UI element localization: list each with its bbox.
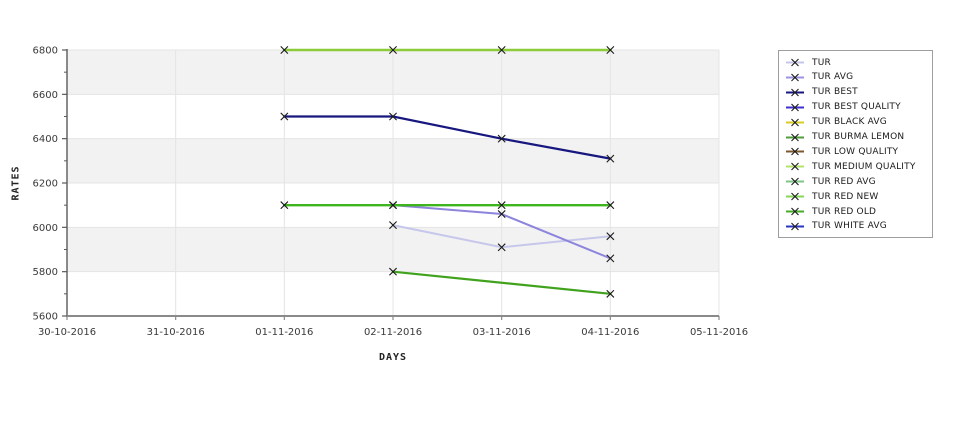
legend-item-tur: TUR [785,56,925,69]
data-point-x-marker [280,201,289,210]
y-tick-label: 6800 [33,46,58,57]
y-tick-label: 6600 [33,90,58,101]
x-tick-label: 03-11-2016 [473,327,531,338]
legend-item-label: TUR LOW QUALITY [812,146,899,157]
data-point-x-marker [497,134,506,143]
y-tick-label: 5800 [33,267,58,278]
data-point-x-marker [497,46,506,54]
legend-item-label: TUR BEST [812,87,858,98]
legend-x-marker-icon [786,88,804,97]
legend-item-label: TUR [812,57,831,68]
legend-item-tur-best: TUR BEST [785,86,925,99]
legend-x-marker-icon [786,207,804,216]
data-point-x-marker [280,46,289,54]
legend-item-label: TUR AVG [812,72,854,83]
series-line-tur-burma-lemon [391,270,612,295]
legend-x-marker-icon [786,118,804,127]
legend-item-label: TUR BEST QUALITY [812,102,901,113]
legend-x-marker-icon [786,73,804,82]
legend-item-label: TUR RED NEW [812,191,879,202]
y-tick-label: 6000 [33,223,58,234]
legend-item-tur-red-avg: TUR RED AVG [785,175,925,188]
series-line-tur-best [283,115,612,160]
legend-x-marker-icon [786,222,804,231]
data-point-x-marker [280,112,289,121]
legend-item-tur-black-avg: TUR BLACK AVG [785,116,925,129]
legend-x-marker-icon [786,192,804,201]
legend-x-marker-icon [786,133,804,141]
legend-box: TUR TUR AVG TUR BEST TUR BEST QUALITY TUR BL… [778,50,933,238]
legend-item-tur-white-avg: TUR WHITE AVG [785,220,925,233]
data-point-x-marker [389,201,397,210]
data-point-x-marker [389,221,397,230]
data-point-x-marker [389,112,397,121]
y-tick-label: 6400 [33,134,58,145]
data-point-x-marker [497,201,506,210]
legend-x-marker-icon [786,58,804,67]
x-tick-label: 05-11-2016 [690,327,748,338]
data-point-x-marker [606,201,615,210]
data-point-x-marker [606,232,615,241]
x-tick-label: 31-10-2016 [147,327,205,338]
legend-item-label: TUR RED OLD [812,206,877,217]
y-tick-label: 6200 [33,179,58,190]
legend-item-label: TUR BLACK AVG [812,117,887,128]
x-tick-label: 04-11-2016 [581,327,639,338]
x-tick-label: 30-10-2016 [38,327,96,338]
data-point-x-marker [497,210,506,219]
y-axis-title: RATES [10,165,22,201]
legend-item-label: TUR BURMA LEMON [812,132,905,143]
legend-x-marker-icon [786,177,804,186]
data-point-x-marker [606,254,615,263]
y-tick-label: 5600 [33,312,58,323]
legend-item-tur-low-quality: TUR LOW QUALITY [785,145,925,158]
legend-item-tur-burma-lemon: TUR BURMA LEMON [785,131,925,144]
legend-x-marker-icon [786,103,804,112]
data-point-x-marker [389,46,397,54]
legend-item-tur-medium-quality: TUR MEDIUM QUALITY [785,160,925,173]
legend-item-tur-red-old: TUR RED OLD [785,205,925,218]
legend-item-label: TUR RED AVG [812,176,876,187]
legend-item-label: TUR MEDIUM QUALITY [812,161,916,172]
x-axis-title: DAYS [378,352,408,363]
legend-item-tur-avg: TUR AVG [785,71,925,84]
legend-item-tur-best-quality: TUR BEST QUALITY [785,101,925,114]
x-tick-label: 01-11-2016 [255,327,313,338]
data-point-x-marker [389,267,397,276]
legend-x-marker-icon [786,162,804,171]
legend-x-marker-icon [786,148,804,156]
data-point-x-marker [606,46,615,54]
legend-item-label: TUR WHITE AVG [812,221,887,232]
x-tick-label: 02-11-2016 [364,327,422,338]
data-point-x-marker [497,243,506,252]
legend-item-tur-red-new: TUR RED NEW [785,190,925,203]
data-point-x-marker [606,154,615,163]
data-point-x-marker [606,289,615,298]
